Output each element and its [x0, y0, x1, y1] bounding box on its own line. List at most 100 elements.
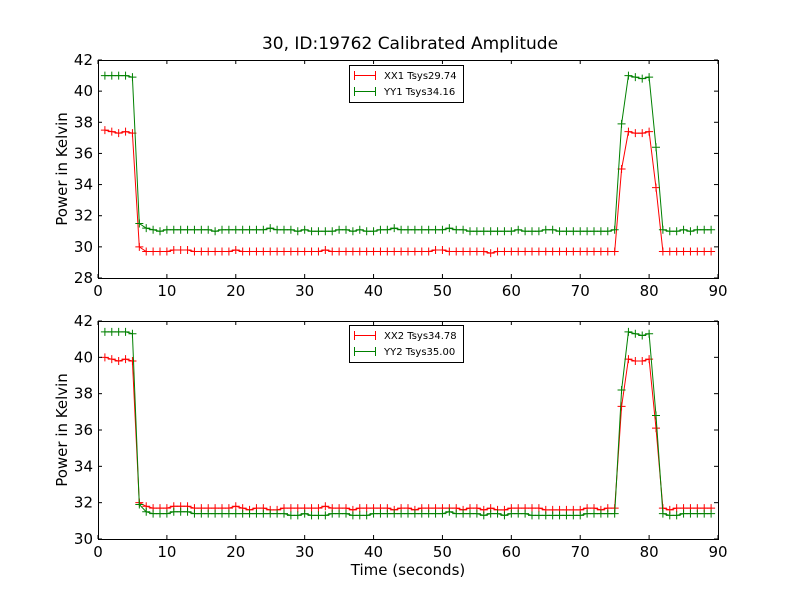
data-point-top-1	[314, 247, 323, 256]
data-point-bottom-2	[273, 509, 282, 518]
data-point-top-1	[686, 247, 695, 256]
data-point-top-1	[307, 247, 316, 256]
data-point-bottom-2	[128, 329, 137, 338]
data-point-bottom-2	[190, 509, 199, 518]
data-point-top-2	[417, 225, 426, 234]
data-point-bottom-2	[197, 509, 206, 518]
data-point-top-1	[280, 247, 288, 256]
data-point-top-1	[176, 245, 185, 254]
data-point-bottom-1	[672, 504, 681, 513]
data-point-bottom-2	[507, 509, 516, 518]
data-point-top-1	[479, 247, 488, 256]
y-tick-label: 38	[74, 113, 93, 131]
y-tick-label: 36	[74, 144, 93, 162]
data-point-top-1	[397, 247, 406, 256]
data-point-bottom-2	[107, 327, 116, 336]
y-axis-label-top: Power in Kelvin	[53, 112, 71, 226]
data-point-top-1	[149, 247, 158, 256]
data-point-top-2	[259, 225, 268, 234]
data-point-top-1	[286, 247, 295, 256]
data-point-top-2	[390, 224, 399, 233]
x-tick-label: 50	[433, 543, 452, 561]
data-point-bottom-2	[100, 327, 109, 336]
legend-entry-yy2: YY2 Tsys35.00	[354, 344, 457, 360]
data-point-top-2	[569, 227, 578, 236]
y-tick-label: 40	[74, 82, 93, 100]
data-point-top-1	[431, 245, 440, 254]
x-tick-label: 0	[93, 282, 103, 300]
x-tick-label: 10	[157, 282, 176, 300]
data-point-top-2	[438, 225, 447, 234]
data-point-top-2	[149, 225, 158, 234]
data-point-top-2	[424, 225, 433, 234]
data-point-bottom-2	[369, 509, 378, 518]
data-point-top-1	[679, 247, 688, 256]
data-point-top-2	[583, 227, 592, 236]
data-point-top-1	[355, 247, 364, 256]
data-point-top-1	[218, 247, 226, 256]
data-point-bottom-2	[658, 509, 667, 518]
data-point-bottom-2	[590, 509, 598, 518]
x-tick-label: 10	[157, 543, 176, 561]
legend-bottom: XX2 Tsys34.78 YY2 Tsys35.00	[349, 325, 464, 363]
x-tick-label: 20	[226, 543, 245, 561]
data-point-bottom-1	[534, 504, 543, 513]
x-tick-label: 30	[295, 543, 314, 561]
data-point-top-2	[466, 227, 474, 236]
data-point-top-1	[576, 247, 585, 256]
legend-entry-xx1: XX1 Tsys29.74	[354, 68, 457, 84]
data-point-top-2	[135, 219, 144, 228]
data-point-top-1	[459, 247, 468, 256]
data-point-top-1	[231, 245, 240, 254]
data-point-bottom-2	[679, 509, 688, 518]
data-point-top-1	[183, 245, 192, 254]
data-point-bottom-2	[252, 509, 261, 518]
x-tick-label: 30	[295, 282, 314, 300]
data-point-top-1	[707, 247, 716, 256]
x-tick-label: 90	[708, 543, 727, 561]
data-point-top-1	[321, 245, 330, 254]
data-point-top-2	[665, 227, 674, 236]
data-point-bottom-2	[335, 509, 344, 518]
data-point-bottom-1	[231, 502, 240, 511]
data-point-top-1	[500, 247, 509, 256]
data-point-top-2	[658, 225, 667, 234]
data-point-top-2	[693, 225, 702, 234]
data-point-top-2	[369, 227, 378, 236]
data-point-top-2	[307, 227, 316, 236]
data-point-bottom-2	[707, 509, 716, 518]
data-point-top-1	[610, 247, 619, 256]
data-point-top-1	[273, 247, 282, 256]
data-point-top-1	[107, 127, 116, 136]
data-point-top-1	[665, 247, 674, 256]
data-point-top-1	[114, 129, 123, 138]
chart-title: 30, ID:19762 Calibrated Amplitude	[261, 34, 559, 54]
data-point-top-1	[583, 247, 592, 256]
data-point-bottom-2	[410, 509, 419, 518]
data-point-top-2	[521, 227, 530, 236]
data-point-bottom-1	[114, 356, 123, 365]
data-point-top-1	[348, 247, 357, 256]
data-point-top-2	[707, 225, 716, 234]
data-point-top-1	[700, 247, 709, 256]
y-tick-label: 40	[74, 348, 93, 366]
data-point-top-2	[314, 227, 323, 236]
data-point-top-2	[555, 227, 564, 236]
data-point-top-2	[121, 71, 130, 80]
data-point-top-2	[376, 225, 385, 234]
data-point-top-1	[472, 247, 481, 256]
data-point-bottom-1	[617, 402, 626, 411]
data-point-top-2	[459, 225, 468, 234]
data-point-bottom-2	[479, 511, 488, 520]
x-tick-label: 40	[364, 282, 383, 300]
y-tick-label: 34	[74, 457, 93, 475]
data-point-top-2	[362, 227, 371, 236]
data-point-bottom-2	[472, 509, 481, 518]
x-tick-label: 20	[226, 282, 245, 300]
data-point-bottom-2	[452, 509, 461, 518]
x-tick-label: 70	[571, 282, 590, 300]
data-point-top-1	[162, 247, 171, 256]
data-point-bottom-2	[417, 509, 426, 518]
data-point-top-2	[183, 225, 192, 234]
x-tick-label: 80	[640, 282, 659, 300]
